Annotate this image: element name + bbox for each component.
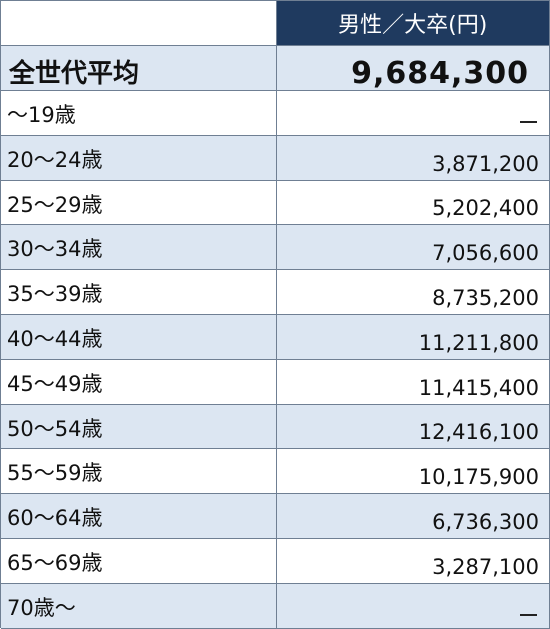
table-row: 25～29歳 5,202,400	[1, 181, 550, 226]
age-label: 45～49歳	[7, 368, 102, 398]
amount-value: 10,175,900	[419, 465, 539, 489]
table-row: 30～34歳 7,056,600	[1, 225, 550, 270]
age-label: 70歳～	[7, 592, 76, 622]
table-row: 20～24歳 3,871,200	[1, 136, 550, 181]
table-row: 60～64歳 6,736,300	[1, 494, 550, 539]
amount-value: 11,211,800	[419, 331, 539, 355]
age-label: 35～39歳	[7, 278, 102, 308]
total-value-cell: 9,684,300	[277, 46, 550, 90]
age-label: 50～54歳	[7, 413, 102, 443]
amount-value: 12,416,100	[419, 420, 539, 444]
table-row: 35～39歳 8,735,200	[1, 270, 550, 315]
amount-value: 8,735,200	[432, 286, 539, 310]
header-column-label: 男性／大卒(円)	[277, 1, 550, 45]
age-label: 40～44歳	[7, 323, 102, 353]
table-row: 45～49歳 11,415,400	[1, 360, 550, 405]
age-label: 55～59歳	[7, 457, 102, 487]
amount-value: 3,287,100	[432, 555, 539, 579]
amount-value: 11,415,400	[419, 376, 539, 400]
amount-value: 3,871,200	[432, 152, 539, 176]
no-data-dash	[520, 614, 537, 616]
age-label: ～19歳	[7, 99, 76, 129]
total-label-cell: 全世代平均	[1, 46, 277, 90]
amount-value: 6,736,300	[432, 510, 539, 534]
table-row: 55～59歳 10,175,900	[1, 449, 550, 494]
total-label: 全世代平均	[9, 53, 139, 90]
total-row: 全世代平均 9,684,300	[1, 46, 550, 91]
age-label: 25～29歳	[7, 189, 102, 219]
amount-value: 5,202,400	[432, 196, 539, 220]
age-label: 30～34歳	[7, 233, 102, 263]
table-row: 40～44歳 11,211,800	[1, 315, 550, 360]
table-header-row: 男性／大卒(円)	[1, 1, 550, 46]
table-row: 50～54歳 12,416,100	[1, 405, 550, 450]
table-row: 70歳～	[1, 584, 550, 629]
age-label: 65～69歳	[7, 547, 102, 577]
amount-value: 7,056,600	[432, 241, 539, 265]
no-data-dash	[520, 121, 537, 123]
age-label: 20～24歳	[7, 144, 102, 174]
table-row: ～19歳	[1, 91, 550, 136]
age-label: 60～64歳	[7, 502, 102, 532]
total-value: 9,684,300	[351, 56, 529, 91]
header-empty-cell	[1, 1, 277, 45]
table-row: 65～69歳 3,287,100	[1, 539, 550, 584]
